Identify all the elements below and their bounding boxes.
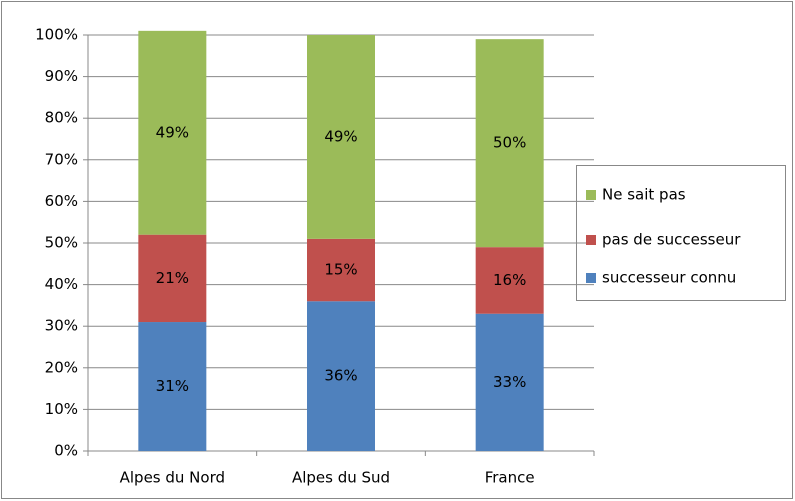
legend-swatch — [586, 190, 596, 200]
x-tick-label: France — [485, 469, 535, 487]
y-tick-label: 90% — [45, 67, 78, 85]
bar-segment — [138, 322, 207, 451]
x-tick-label: Alpes du Sud — [292, 469, 390, 487]
data-label: 50% — [493, 134, 526, 152]
legend-swatch — [586, 273, 596, 283]
data-label: 31% — [156, 377, 189, 395]
legend-swatch — [586, 235, 596, 245]
legend-label: successeur connu — [602, 269, 736, 287]
bar-segment — [138, 234, 207, 323]
y-tick-label: 0% — [54, 442, 78, 460]
bar-segment — [307, 238, 375, 302]
data-label: 15% — [324, 261, 357, 279]
data-label: 49% — [324, 127, 357, 145]
data-label: 49% — [156, 123, 189, 141]
legend-label: pas de successeur — [602, 231, 741, 249]
data-label: 16% — [493, 271, 526, 289]
y-tick-label: 20% — [45, 358, 78, 376]
y-tick-label: 10% — [45, 400, 78, 418]
data-label: 21% — [156, 269, 189, 287]
bar-segment — [475, 313, 544, 451]
bar-segment — [307, 301, 375, 451]
data-label: 36% — [324, 367, 357, 385]
y-tick-label: 30% — [45, 317, 78, 335]
legend-box — [576, 165, 786, 301]
bar-segment — [475, 247, 544, 314]
y-tick-label: 60% — [45, 192, 78, 210]
y-tick-label: 40% — [45, 275, 78, 293]
y-tick-label: 50% — [45, 234, 78, 252]
bar-segment — [138, 30, 207, 235]
legend-label: Ne sait pas — [602, 186, 686, 204]
bar-segment — [307, 35, 375, 239]
bar-segment — [475, 39, 544, 248]
y-tick-label: 70% — [45, 150, 78, 168]
y-tick-label: 100% — [35, 26, 78, 44]
x-tick-label: Alpes du Nord — [120, 469, 225, 487]
y-tick-label: 80% — [45, 109, 78, 127]
data-label: 33% — [493, 373, 526, 391]
